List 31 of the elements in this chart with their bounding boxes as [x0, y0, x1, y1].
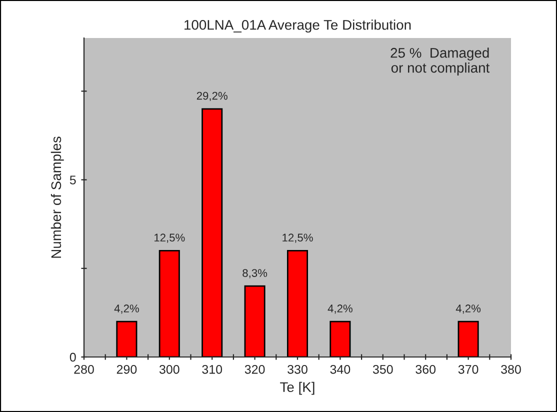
x-tick-label: 360	[416, 364, 436, 374]
x-tick-label: 370	[458, 364, 478, 374]
bar	[158, 250, 180, 357]
x-axis-title: Te [K]	[280, 382, 314, 395]
y-tick-label: 5	[70, 176, 76, 184]
x-tick-label: 340	[330, 364, 350, 374]
annotation: 4,2%	[456, 304, 481, 314]
x-tick-label: 320	[244, 364, 265, 374]
annotation: 4,2%	[328, 304, 352, 314]
annotation: 25 % Damaged or not compliant	[390, 48, 490, 76]
bar	[116, 320, 138, 357]
x-tick-label: 380	[501, 364, 521, 374]
annotation: 8,3%	[242, 269, 268, 278]
annotation: 12,5%	[282, 234, 313, 243]
x-tick-label: 310	[202, 364, 222, 374]
x-tick-label: 290	[116, 364, 137, 374]
chart-title: 100LNA_01A Average Te Distribution	[184, 20, 411, 33]
bar	[330, 320, 351, 357]
x-tick-label: 330	[288, 364, 308, 374]
bar	[244, 285, 266, 357]
x-tick-label: 300	[159, 364, 180, 374]
y-tick-label: 0	[70, 352, 76, 362]
x-tick-label: 280	[74, 364, 94, 374]
y-axis-title: Number of Samples	[50, 136, 64, 258]
bar	[458, 320, 479, 357]
x-tick-label: 350	[372, 364, 393, 374]
bar	[202, 108, 223, 357]
annotation: 4,2%	[114, 304, 139, 314]
bar	[286, 250, 308, 357]
annotation: 29,2%	[196, 92, 228, 102]
annotation: 12,5%	[154, 234, 185, 243]
